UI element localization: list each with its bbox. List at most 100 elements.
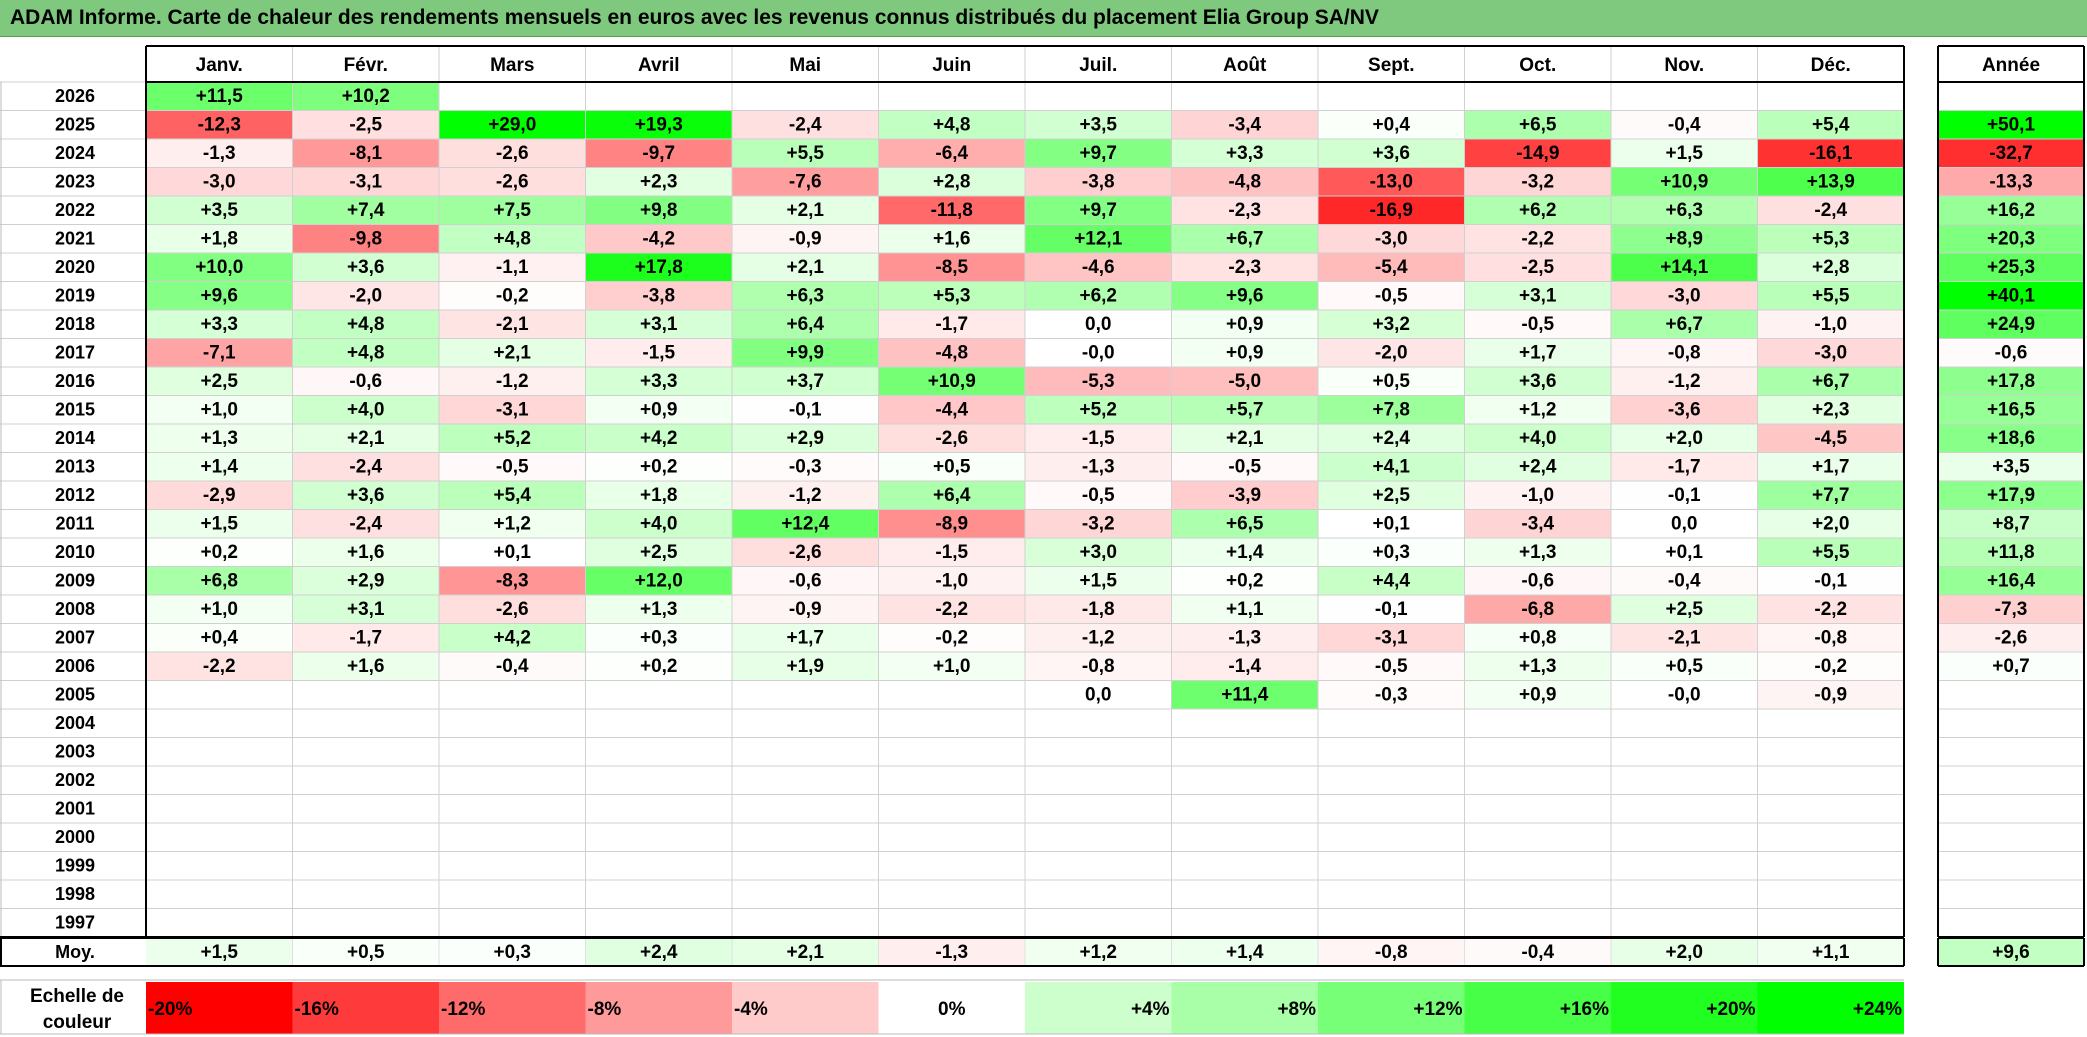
heatmap-cell xyxy=(585,395,732,424)
heatmap-cell xyxy=(1025,794,1172,823)
cell-value: -2,0 xyxy=(1375,343,1408,364)
heatmap-cell xyxy=(732,310,879,339)
heatmap-cell xyxy=(1464,680,1611,709)
cell-value: +5,3 xyxy=(933,286,971,307)
heatmap-cell xyxy=(878,794,1025,823)
cell-value: +4,1 xyxy=(1372,457,1410,478)
cell-value: -2,6 xyxy=(496,143,529,164)
year-label: 2001 xyxy=(55,799,95,819)
cell-value: -1,2 xyxy=(1082,628,1115,649)
avg-cell xyxy=(1171,938,1318,966)
heatmap-cell xyxy=(1464,623,1611,652)
annual-cell xyxy=(1938,452,2084,481)
annual-cell xyxy=(1938,310,2084,339)
cell-value: +5,2 xyxy=(493,428,531,449)
heatmap-cell xyxy=(292,481,439,510)
heatmap-cell xyxy=(1171,82,1318,111)
heatmap-cell xyxy=(585,196,732,225)
cell-value: +3,6 xyxy=(347,257,385,278)
cell-value: +6,5 xyxy=(1519,115,1557,136)
cell-value: +11,5 xyxy=(196,86,243,107)
cell-value: +3,5 xyxy=(200,200,238,221)
cell-value: +2,4 xyxy=(1372,428,1410,449)
cell-value: +4,8 xyxy=(933,115,971,136)
heatmap-cell xyxy=(878,566,1025,595)
cell-value: +4,8 xyxy=(493,229,531,250)
heatmap-cell xyxy=(585,509,732,538)
heatmap-cell xyxy=(1171,367,1318,396)
heatmap-cell xyxy=(439,538,586,567)
scale-swatch xyxy=(1025,982,1172,1034)
year-label: 2020 xyxy=(55,257,95,277)
heatmap-cell xyxy=(1171,509,1318,538)
heatmap-cell xyxy=(146,623,293,652)
scale-swatch xyxy=(585,982,732,1034)
heatmap-cell xyxy=(1318,509,1465,538)
cell-value: -1,0 xyxy=(935,571,968,592)
cell-value: -1,3 xyxy=(1082,457,1115,478)
cell-value: -3,0 xyxy=(203,172,236,193)
heatmap-cell xyxy=(1464,880,1611,909)
cell-value: +1,3 xyxy=(1519,656,1557,677)
heatmap-cell xyxy=(732,851,879,880)
cell-value: -16,1 xyxy=(1809,143,1853,164)
annual-header: Année xyxy=(1982,55,2040,76)
heatmap-cell xyxy=(292,908,439,937)
heatmap-cell xyxy=(1318,281,1465,310)
heatmap-cell xyxy=(1025,338,1172,367)
cell-value: +4,4 xyxy=(1372,571,1410,592)
heatmap-cell xyxy=(1318,595,1465,624)
heatmap-cell xyxy=(146,110,293,139)
annual-cell xyxy=(1938,908,2084,937)
heatmap-cell xyxy=(1611,224,1758,253)
cell-value: +2,5 xyxy=(1665,599,1703,620)
cell-value: -0,5 xyxy=(1375,656,1408,677)
annual-cell xyxy=(1938,880,2084,909)
avg-value: +0,5 xyxy=(347,942,385,963)
heatmap-cell xyxy=(146,82,293,111)
avg-value: +1,5 xyxy=(200,942,238,963)
heatmap-cell xyxy=(585,253,732,282)
heatmap-cell xyxy=(1464,452,1611,481)
cell-value: +1,0 xyxy=(200,400,238,421)
cell-value: -8,1 xyxy=(349,143,382,164)
heatmap-cell xyxy=(1757,680,1904,709)
cell-value: +5,5 xyxy=(786,143,824,164)
annual-value: -13,3 xyxy=(1989,172,2032,193)
cell-value: +1,5 xyxy=(200,514,238,535)
heatmap-cell xyxy=(1318,424,1465,453)
cell-value: -2,5 xyxy=(349,115,382,136)
heatmap-cell xyxy=(732,823,879,852)
heatmap-cell xyxy=(1611,652,1758,681)
heatmap-cell xyxy=(1171,338,1318,367)
scale-swatch-label: +12% xyxy=(1413,999,1462,1020)
heatmap-cell xyxy=(1171,196,1318,225)
cell-value: +0,3 xyxy=(640,628,678,649)
heatmap-cell xyxy=(1171,623,1318,652)
cell-value: -0,1 xyxy=(1814,571,1847,592)
year-label: 2021 xyxy=(55,229,95,249)
avg-cell xyxy=(732,938,879,966)
cell-value: +1,2 xyxy=(493,514,531,535)
heatmap-cell xyxy=(585,880,732,909)
heatmap-cell xyxy=(292,424,439,453)
scale-swatch-label: -20% xyxy=(148,999,192,1020)
cell-value: -2,4 xyxy=(789,115,822,136)
cell-value: -0,4 xyxy=(1668,115,1701,136)
heatmap-cell xyxy=(1611,281,1758,310)
heatmap-cell xyxy=(878,253,1025,282)
cell-value: +2,0 xyxy=(1665,428,1703,449)
heatmap-cell xyxy=(1318,538,1465,567)
avg-value: +2,0 xyxy=(1665,942,1703,963)
heatmap-cell xyxy=(878,281,1025,310)
cell-value: -4,4 xyxy=(935,400,968,421)
cell-value: +2,1 xyxy=(347,428,385,449)
cell-value: -0,6 xyxy=(789,571,822,592)
heatmap-cell xyxy=(1757,281,1904,310)
scale-swatch xyxy=(439,982,586,1034)
heatmap-cell xyxy=(1757,566,1904,595)
annual-cell xyxy=(1938,538,2084,567)
heatmap-cell xyxy=(439,395,586,424)
cell-value: +4,8 xyxy=(347,314,385,335)
cell-value: +1,9 xyxy=(786,656,824,677)
